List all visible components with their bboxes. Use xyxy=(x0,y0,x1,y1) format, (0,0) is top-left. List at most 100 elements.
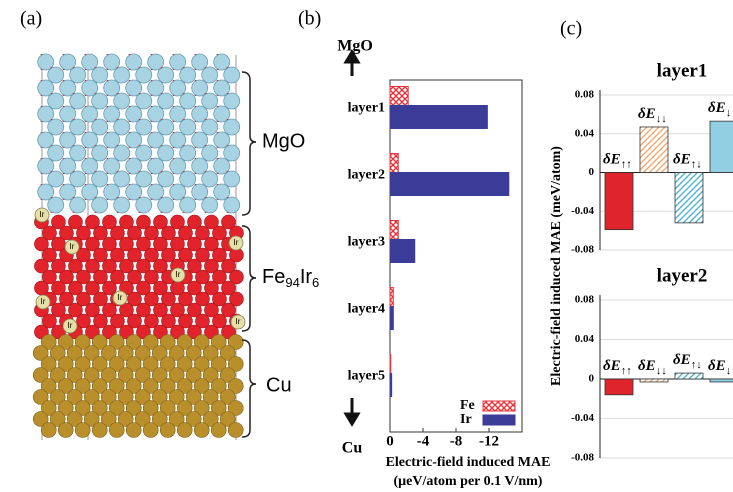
atom-label: Ir xyxy=(236,317,241,326)
y-tick-label: -0.08 xyxy=(571,452,594,464)
subscript: ↓↑ xyxy=(726,107,733,119)
symbol: δE xyxy=(603,152,621,168)
bar xyxy=(710,379,733,382)
bar xyxy=(675,173,703,223)
atom-mgo xyxy=(92,119,108,135)
category-label: layer4 xyxy=(348,302,385,317)
x-tick-label: -8 xyxy=(450,433,463,449)
subscript: 6 xyxy=(312,275,319,290)
atom-mgo xyxy=(202,171,218,187)
layer-label: Fe94Ir6 xyxy=(262,266,319,290)
bar xyxy=(390,307,393,330)
atom-label: Ir xyxy=(234,238,239,247)
atom-mgo xyxy=(136,197,152,213)
atom-mgo xyxy=(158,67,174,83)
category-label: δE↑↓ xyxy=(673,152,702,170)
bar xyxy=(390,374,392,397)
atom-cu xyxy=(194,423,209,438)
atom-mgo xyxy=(224,197,240,213)
symbol: δE xyxy=(673,353,691,369)
subscript: ↑↓ xyxy=(691,359,702,371)
atom-mgo xyxy=(48,197,64,213)
atom-mgo xyxy=(158,171,174,187)
atom-mgo xyxy=(136,145,152,161)
atom-label: Ir xyxy=(68,321,73,330)
bracket xyxy=(242,340,256,437)
atom-mgo xyxy=(92,145,108,161)
category-label: layer3 xyxy=(348,235,385,250)
atom-mgo xyxy=(158,145,174,161)
atom-mgo xyxy=(114,93,130,109)
chart-title: layer2 xyxy=(657,265,708,286)
y-tick-label: 0.04 xyxy=(575,333,595,345)
legend-label: Ir xyxy=(460,412,472,427)
atom-mgo xyxy=(48,145,64,161)
atom-mgo xyxy=(70,67,86,83)
bar xyxy=(710,121,733,172)
bar xyxy=(640,127,668,173)
atom-cu xyxy=(75,423,90,438)
element: Fe xyxy=(262,266,285,288)
atom-mgo xyxy=(136,119,152,135)
atom-mgo xyxy=(180,171,196,187)
bar xyxy=(390,355,391,374)
category-label: δE↓↓ xyxy=(638,106,667,124)
y-tick-label: 0.08 xyxy=(575,89,595,101)
atom-cu xyxy=(177,423,192,438)
atom-mgo xyxy=(224,67,240,83)
bar xyxy=(390,288,393,307)
atom-mgo xyxy=(180,145,196,161)
atom-mgo xyxy=(70,93,86,109)
atom-mgo xyxy=(224,145,240,161)
atom-mgo xyxy=(180,119,196,135)
bar xyxy=(390,221,398,240)
atom-mgo xyxy=(136,93,152,109)
atom-mgo xyxy=(92,197,108,213)
atom-mgo xyxy=(70,119,86,135)
atom-cu xyxy=(126,423,141,438)
atom-mgo xyxy=(158,197,174,213)
category-label: layer2 xyxy=(348,168,385,183)
category-label: layer5 xyxy=(348,369,385,384)
subscript: ↑↑ xyxy=(621,158,632,170)
bar xyxy=(675,373,703,379)
atom-mgo xyxy=(92,171,108,187)
atom-mgo xyxy=(224,119,240,135)
atom-mgo xyxy=(202,93,218,109)
symbol: δE xyxy=(603,358,621,374)
bottom-label: Cu xyxy=(342,440,363,457)
category-label: δE↓↑ xyxy=(708,358,733,376)
subscript: ↓↓ xyxy=(656,113,667,125)
atom-mgo xyxy=(202,197,218,213)
atom-mgo xyxy=(158,119,174,135)
atom-mgo xyxy=(92,93,108,109)
chart-title: layer1 xyxy=(657,60,708,81)
panel-b: 0-4-8-12layer1layer2layer3layer4layer5Fe… xyxy=(337,38,550,490)
atom-mgo xyxy=(136,171,152,187)
atom-mgo xyxy=(48,67,64,83)
symbol: δE xyxy=(708,101,726,117)
bar xyxy=(605,379,633,395)
atom-mgo xyxy=(114,197,130,213)
bracket xyxy=(242,226,256,331)
arrow xyxy=(346,52,358,76)
layer-label: Cu xyxy=(266,374,292,396)
atom-mgo xyxy=(224,171,240,187)
category-label: δE↑↑ xyxy=(603,152,632,170)
panel-label: (c) xyxy=(560,18,582,40)
atom-label: Ir xyxy=(41,297,46,306)
panel-label: (b) xyxy=(298,8,321,30)
atom-mgo xyxy=(48,171,64,187)
bar xyxy=(390,173,509,196)
layer-brackets xyxy=(242,72,256,437)
category-label: δE↓↑ xyxy=(708,101,733,119)
bar xyxy=(390,154,398,173)
atom-mgo xyxy=(202,119,218,135)
atom-cu xyxy=(109,423,124,438)
subscript: ↑↑ xyxy=(621,365,632,377)
atom-cu xyxy=(228,423,243,438)
legend-label: Fe xyxy=(460,398,475,413)
atom-label: Ir xyxy=(70,242,75,251)
atom-mgo xyxy=(70,197,86,213)
atom-cu xyxy=(211,423,226,438)
